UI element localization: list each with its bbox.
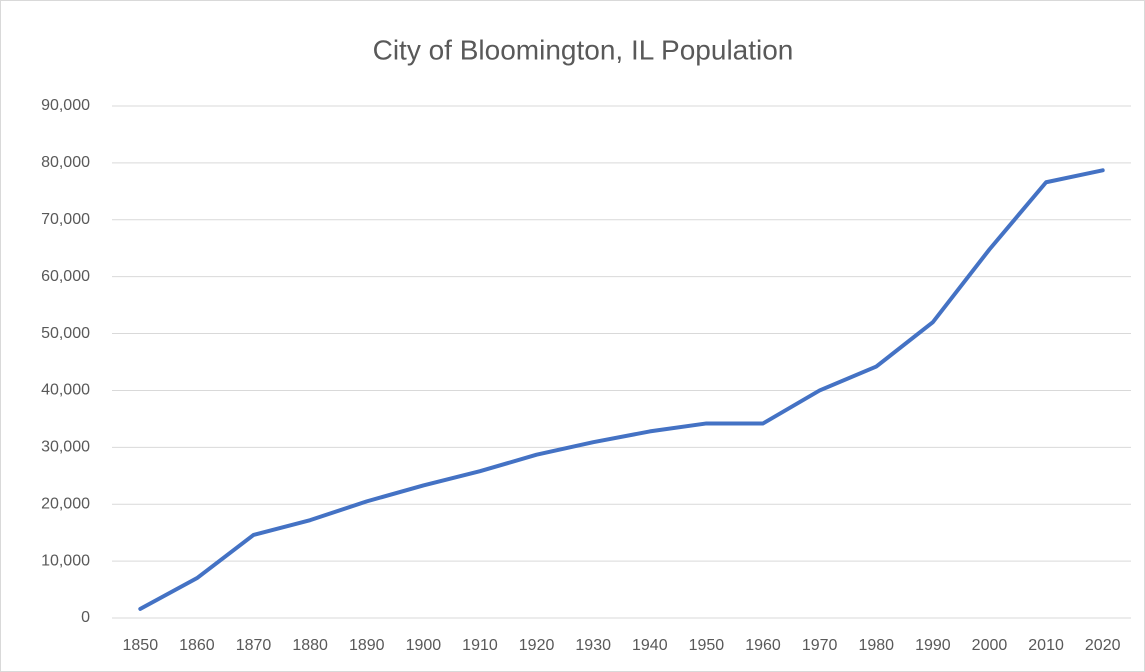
chart-title: City of Bloomington, IL Population [373,34,794,65]
x-tick-label: 1990 [915,637,951,654]
y-tick-label: 80,000 [41,154,90,171]
x-tick-label: 1960 [745,637,781,654]
y-tick-label: 30,000 [41,439,90,456]
y-tick-label: 10,000 [41,552,90,569]
y-tick-label: 20,000 [41,495,90,512]
x-tick-label: 1890 [349,637,385,654]
x-tick-label: 1970 [802,637,838,654]
y-tick-label: 50,000 [41,325,90,342]
x-tick-label: 2000 [972,637,1008,654]
x-tick-label: 1930 [575,637,611,654]
y-tick-label: 90,000 [41,97,90,114]
y-tick-label: 40,000 [41,382,90,399]
x-tick-label: 1910 [462,637,498,654]
y-tick-label: 60,000 [41,268,90,285]
x-tick-label: 1870 [236,637,272,654]
x-tick-label: 1900 [406,637,442,654]
x-tick-label: 2010 [1028,637,1064,654]
x-tick-label: 1950 [689,637,725,654]
x-tick-label: 1940 [632,637,668,654]
y-tick-label: 0 [81,609,90,626]
x-tick-label: 1860 [179,637,215,654]
y-tick-label: 70,000 [41,211,90,228]
data-line [138,168,1105,611]
x-tick-label: 2020 [1085,637,1121,654]
x-tick-label: 1920 [519,637,555,654]
x-tick-label: 1880 [292,637,328,654]
x-tick-label: 1850 [123,637,159,654]
x-tick-label: 1980 [858,637,894,654]
